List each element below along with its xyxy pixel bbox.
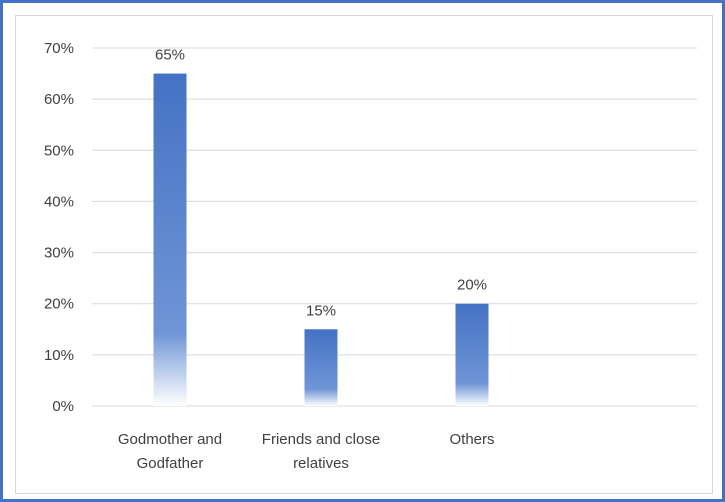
- y-tick-label: 60%: [44, 91, 74, 108]
- data-label: 20%: [457, 277, 487, 294]
- y-tick-label: 20%: [44, 296, 74, 313]
- bars: [153, 73, 489, 407]
- y-tick-label: 70%: [44, 40, 74, 57]
- bar: [455, 303, 489, 406]
- chart-area: [15, 15, 713, 494]
- y-tick-label: 30%: [44, 245, 74, 262]
- data-labels: 65% 15% 20%: [155, 47, 487, 320]
- bar: [304, 329, 338, 406]
- bar: [153, 73, 187, 407]
- x-category-label: Friends and close: [262, 431, 380, 448]
- y-tick-label: 0%: [52, 398, 74, 415]
- data-label: 65%: [155, 47, 185, 64]
- y-tick-label: 50%: [44, 142, 74, 159]
- y-axis: 0% 10% 20% 30% 40% 50% 60% 70%: [44, 40, 74, 415]
- x-category-label: Others: [449, 431, 494, 448]
- data-label: 15%: [306, 302, 336, 319]
- x-axis: Godmother and Godfather Friends and close r…: [118, 431, 495, 472]
- y-tick-label: 10%: [44, 347, 74, 364]
- x-category-label: relatives: [293, 455, 349, 472]
- gridlines: [92, 47, 697, 407]
- y-tick-label: 40%: [44, 193, 74, 210]
- x-category-label: Godmother and: [118, 431, 222, 448]
- x-category-label: Godfather: [137, 455, 204, 472]
